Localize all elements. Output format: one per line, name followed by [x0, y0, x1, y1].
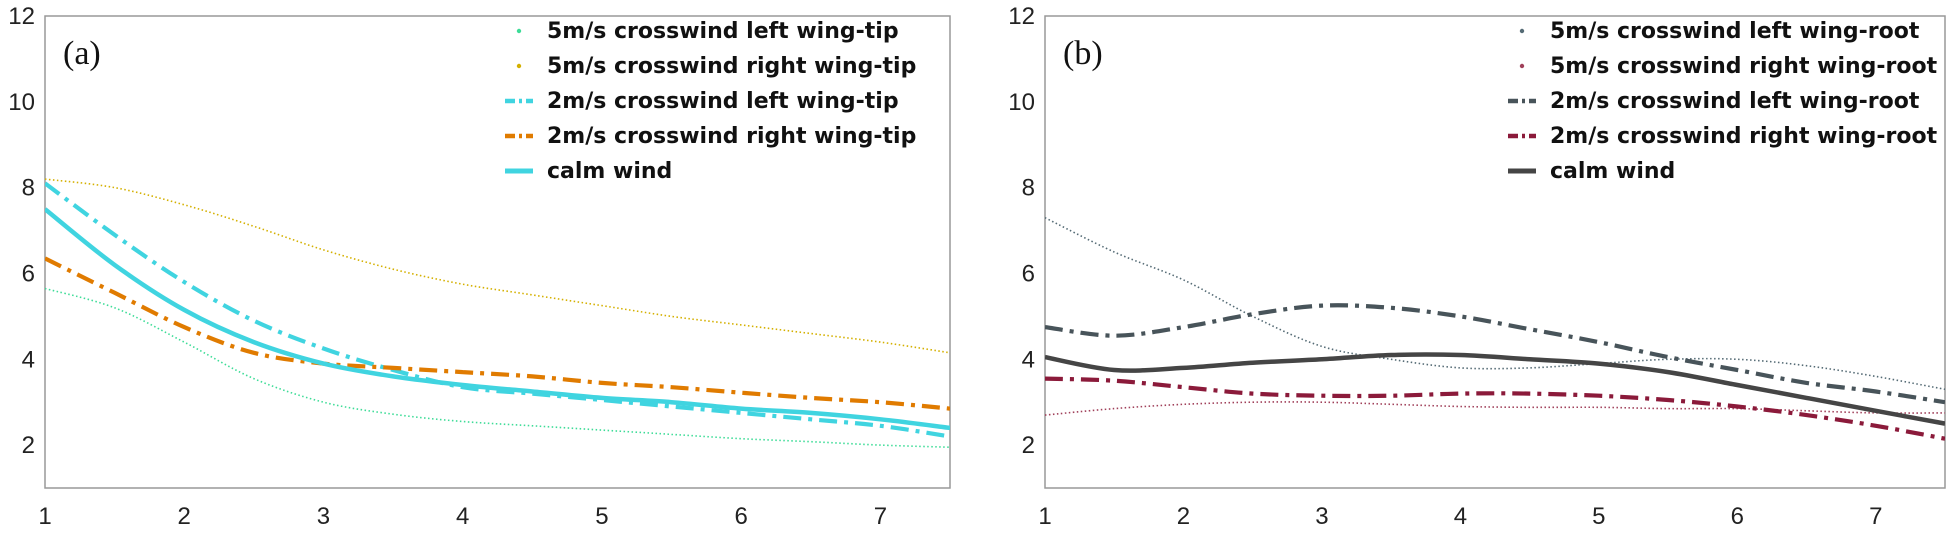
legend-marker: [516, 63, 522, 69]
x-tick-label: 7: [874, 503, 887, 530]
x-tick-label: 3: [317, 503, 330, 530]
panel-label: (a): [63, 35, 101, 72]
x-tick-label: 7: [1869, 503, 1882, 530]
series-line-4: [1045, 376, 1945, 441]
legend-label: 5m/s crosswind left wing-root: [1550, 19, 1920, 44]
series-line-2: [1045, 401, 1945, 416]
legend-label: 5m/s crosswind left wing-tip: [547, 19, 899, 44]
x-tick-label: 6: [734, 503, 747, 530]
y-tick-label: 8: [22, 175, 35, 202]
plot-frame: [44, 15, 951, 489]
y-tick-label: 4: [22, 346, 35, 373]
x-tick-label: 2: [178, 503, 191, 530]
y-tick-label: 10: [8, 89, 35, 116]
legend-label: calm wind: [1550, 159, 1675, 184]
y-tick-label: 4: [1022, 346, 1035, 373]
legend: 5m/s crosswind left wing-root 5m/s crossw…: [1508, 19, 1938, 184]
y-tick-label: 6: [1022, 260, 1035, 287]
legend-label: 2m/s crosswind left wing-tip: [547, 89, 899, 114]
legend-label: 2m/s crosswind right wing-root: [1550, 124, 1938, 149]
legend-label: 5m/s crosswind right wing-root: [1550, 54, 1938, 79]
y-tick-label: 8: [1022, 175, 1035, 202]
x-tick-label: 4: [1454, 503, 1467, 530]
legend-marker: [1519, 28, 1525, 34]
y-tick-label: 12: [8, 3, 35, 30]
legend: 5m/s crosswind left wing-tip 5m/s crosswi…: [505, 19, 916, 184]
legend-label: calm wind: [547, 159, 672, 184]
x-tick-label: 2: [1177, 503, 1190, 530]
series-line-1: [45, 287, 950, 448]
y-tick-label: 2: [22, 432, 35, 459]
y-tick-label: 10: [1008, 89, 1035, 116]
x-tick-label: 6: [1731, 503, 1744, 530]
legend-marker: [1519, 63, 1525, 69]
y-tick-label: 12: [1008, 3, 1035, 30]
series-line-5: [45, 207, 950, 431]
series-line-1: [1045, 216, 1945, 391]
x-tick-label: 4: [456, 503, 469, 530]
x-tick-label: 5: [1592, 503, 1605, 530]
series-line-2: [45, 178, 950, 354]
x-tick-label: 3: [1315, 503, 1328, 530]
plot-frame: [1044, 15, 1946, 489]
x-tick-label: 1: [38, 503, 51, 530]
panel-label: (b): [1063, 35, 1103, 72]
x-tick-label: 1: [1038, 503, 1051, 530]
series-line-3: [1045, 303, 1945, 405]
legend-label: 2m/s crosswind right wing-tip: [547, 124, 916, 149]
series-line-5: [1045, 352, 1945, 426]
x-tick-label: 5: [595, 503, 608, 530]
series-line-3: [45, 181, 950, 439]
legend-label: 2m/s crosswind left wing-root: [1550, 89, 1920, 114]
legend-label: 5m/s crosswind right wing-tip: [547, 54, 916, 79]
legend-marker: [516, 28, 522, 34]
y-tick-label: 2: [1022, 432, 1035, 459]
y-tick-label: 6: [22, 260, 35, 287]
series-line-4: [45, 256, 950, 411]
